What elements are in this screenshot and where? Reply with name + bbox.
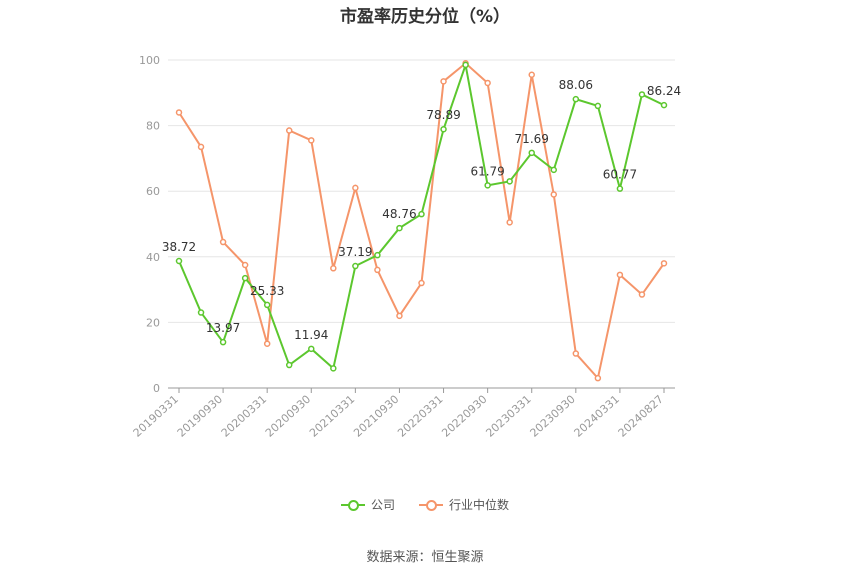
data-label: 48.76 bbox=[382, 207, 416, 221]
y-tick-label: 0 bbox=[153, 382, 160, 395]
y-axis: 0 20 40 60 80 100 bbox=[139, 54, 160, 395]
data-point-series-1 bbox=[594, 374, 602, 382]
x-tick-label: 20210331 bbox=[307, 393, 357, 440]
y-tick-label: 100 bbox=[139, 54, 160, 67]
data-label: 60.77 bbox=[603, 168, 637, 182]
legend-swatch-industry-median bbox=[419, 498, 443, 512]
data-point-series-1 bbox=[352, 184, 359, 192]
data-point-series-0 bbox=[330, 365, 337, 372]
data-point-series-1 bbox=[528, 71, 535, 79]
data-point-series-0 bbox=[594, 102, 602, 110]
legend-swatch-company bbox=[340, 498, 365, 512]
data-label: 61.79 bbox=[470, 164, 504, 178]
data-point-series-0 bbox=[241, 274, 249, 282]
legend-label-company: 公司 bbox=[370, 498, 395, 512]
data-point-series-1 bbox=[241, 261, 249, 269]
data-point-series-0 bbox=[462, 61, 469, 69]
series-lines bbox=[178, 60, 665, 381]
data-point-series-1 bbox=[572, 350, 580, 357]
series-line-1 bbox=[178, 61, 665, 381]
x-tick-label: 20200930 bbox=[263, 393, 313, 440]
y-tick-label: 80 bbox=[146, 120, 160, 133]
data-point-series-1 bbox=[616, 271, 624, 279]
data-point-series-0 bbox=[484, 182, 491, 189]
y-tick-label: 20 bbox=[146, 316, 160, 329]
data-point-series-1 bbox=[418, 279, 425, 287]
legend-label-industry-median: 行业中位数 bbox=[449, 498, 510, 512]
data-point-series-0 bbox=[219, 338, 227, 346]
chart-title: 市盈率历史分位（%） bbox=[339, 7, 511, 27]
data-label: 13.97 bbox=[206, 321, 240, 335]
data-point-series-1 bbox=[175, 109, 183, 116]
data-point-series-1 bbox=[197, 143, 205, 151]
x-axis: 2019033120190930202003312020093020210331… bbox=[131, 387, 675, 440]
legend: 公司 行业中位数 bbox=[0, 496, 850, 513]
data-point-series-1 bbox=[285, 127, 293, 134]
data-point-series-0 bbox=[528, 149, 535, 157]
data-point-series-0 bbox=[550, 166, 558, 174]
data-label: 86.24 bbox=[647, 84, 681, 98]
data-point-series-1 bbox=[374, 266, 381, 274]
data-point-series-0 bbox=[506, 178, 513, 185]
data-labels: 38.72 13.97 25.33 11.94 37.19 48.76 78.89 61.79… bbox=[162, 78, 681, 342]
data-label: 78.89 bbox=[426, 108, 460, 122]
data-point-series-1 bbox=[263, 340, 271, 347]
data-point-series-1 bbox=[440, 78, 447, 85]
x-tick-label: 20220930 bbox=[439, 393, 489, 440]
x-tick-label: 20230930 bbox=[528, 393, 578, 440]
x-tick-label: 20230331 bbox=[483, 393, 533, 440]
data-point-series-0 bbox=[352, 262, 359, 270]
grid-lines bbox=[168, 59, 675, 323]
data-label: 11.94 bbox=[294, 328, 328, 342]
x-tick-label: 20240827 bbox=[616, 393, 666, 440]
data-point-series-1 bbox=[396, 312, 403, 320]
data-label: 25.33 bbox=[250, 284, 284, 298]
data-point-series-0 bbox=[418, 210, 425, 218]
y-tick-label: 40 bbox=[146, 251, 160, 264]
data-label: 71.69 bbox=[515, 132, 549, 146]
data-point-series-0 bbox=[263, 301, 271, 309]
data-label: 88.06 bbox=[559, 78, 593, 92]
x-tick-label: 20190331 bbox=[131, 393, 181, 440]
data-point-series-1 bbox=[308, 137, 315, 144]
data-point-series-0 bbox=[638, 91, 646, 98]
x-tick-label: 20220331 bbox=[395, 393, 445, 440]
data-point-series-1 bbox=[638, 291, 646, 298]
source-note: 数据来源：恒生聚源 bbox=[366, 550, 484, 565]
data-point-series-0 bbox=[572, 95, 580, 103]
data-point-series-1 bbox=[550, 191, 558, 198]
data-point-series-0 bbox=[616, 185, 624, 192]
x-tick-label: 20210930 bbox=[351, 393, 401, 440]
data-point-series-0 bbox=[440, 125, 447, 133]
data-point-series-1 bbox=[330, 265, 337, 272]
data-point-series-0 bbox=[197, 309, 205, 316]
x-tick-label: 20190930 bbox=[175, 393, 225, 440]
legend-item-industry-median[interactable]: 行业中位数 bbox=[419, 496, 509, 513]
data-point-series-1 bbox=[660, 260, 668, 267]
data-point-series-0 bbox=[396, 224, 403, 232]
data-label: 37.19 bbox=[338, 245, 372, 259]
x-tick-label: 20200331 bbox=[219, 393, 269, 440]
legend-item-company[interactable]: 公司 bbox=[340, 496, 395, 513]
data-point-series-0 bbox=[660, 101, 668, 109]
series-points bbox=[175, 60, 668, 382]
data-point-series-0 bbox=[374, 251, 381, 259]
data-point-series-1 bbox=[484, 79, 491, 87]
y-tick-label: 60 bbox=[146, 185, 160, 198]
x-tick-label: 20240331 bbox=[572, 393, 622, 440]
data-label: 38.72 bbox=[162, 240, 196, 254]
data-point-series-1 bbox=[506, 219, 513, 226]
data-point-series-0 bbox=[308, 345, 315, 353]
data-point-series-0 bbox=[175, 257, 183, 265]
data-point-series-0 bbox=[285, 361, 293, 369]
data-point-series-1 bbox=[219, 238, 227, 246]
